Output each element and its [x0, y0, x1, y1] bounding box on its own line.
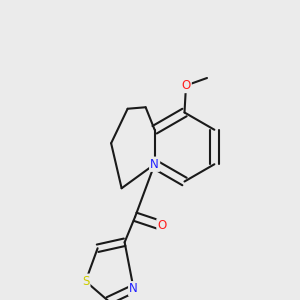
Text: O: O: [158, 219, 167, 232]
Text: N: N: [150, 158, 159, 171]
Text: O: O: [182, 79, 190, 92]
Text: S: S: [82, 275, 89, 288]
Text: N: N: [129, 282, 138, 295]
